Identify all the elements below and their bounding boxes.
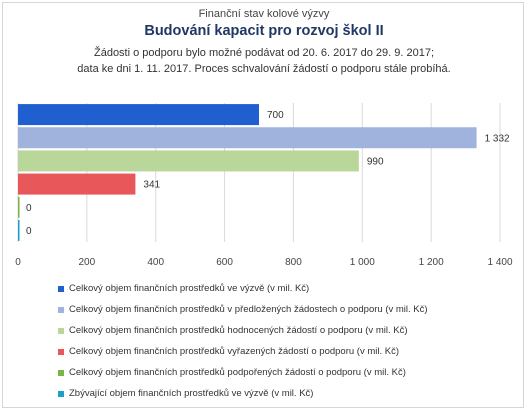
legend-label: Celkový objem finančních prostředků ve v… xyxy=(69,283,310,294)
legend-item: Zbývající objem finančních prostředků ve… xyxy=(58,383,518,404)
legend-item: Celkový objem finančních prostředků ve v… xyxy=(58,278,518,299)
legend-label: Celkový objem finančních prostředků v př… xyxy=(69,304,428,315)
data-label: 0 xyxy=(26,203,32,214)
legend-label: Celkový objem finančních prostředků vyřa… xyxy=(69,346,400,357)
x-tick-label: 1 200 xyxy=(419,257,444,268)
bar xyxy=(18,219,20,241)
legend-swatch xyxy=(58,369,64,376)
data-label: 1 332 xyxy=(485,133,510,144)
x-tick-label: 400 xyxy=(147,257,164,268)
chart-pretitle: Finanční stav kolové výzvy xyxy=(198,8,330,20)
x-tick-label: 1 000 xyxy=(350,257,375,268)
legend-item: Celkový objem finančních prostředků hodn… xyxy=(58,320,518,341)
chart-subtitle-line1: Žádosti o podporu bylo možné podávat od … xyxy=(93,47,435,59)
legend-item: Celkový objem finančních prostředků podp… xyxy=(58,362,518,383)
legend-swatch xyxy=(58,348,64,355)
data-label: 341 xyxy=(143,180,160,191)
x-tick-label: 600 xyxy=(216,257,233,268)
legend-swatch xyxy=(58,306,64,313)
chart-legend: Celkový objem finančních prostředků ve v… xyxy=(58,278,518,404)
legend-swatch xyxy=(58,390,64,397)
bar xyxy=(18,104,259,126)
legend-label: Zbývající objem finančních prostředků ve… xyxy=(69,388,314,399)
legend-swatch xyxy=(58,327,64,334)
data-label: 700 xyxy=(267,110,284,121)
chart-frame xyxy=(2,2,524,408)
chart-title: Budování kapacit pro rozvoj škol II xyxy=(144,23,384,39)
legend-item: Celkový objem finančních prostředků v př… xyxy=(58,299,518,320)
legend-swatch xyxy=(58,285,64,292)
data-label: 990 xyxy=(367,156,384,167)
bar xyxy=(18,127,477,149)
legend-label: Celkový objem finančních prostředků podp… xyxy=(69,367,406,378)
bar xyxy=(18,173,136,195)
x-tick-label: 0 xyxy=(15,257,21,268)
legend-item: Celkový objem finančních prostředků vyřa… xyxy=(58,341,518,362)
legend-label: Celkový objem finančních prostředků hodn… xyxy=(69,325,408,336)
x-tick-label: 800 xyxy=(285,257,302,268)
bar xyxy=(18,196,20,218)
x-tick-label: 1 400 xyxy=(487,257,512,268)
bar xyxy=(18,150,359,172)
chart-subtitle-line2: data ke dni 1. 11. 2017. Proces schvalov… xyxy=(77,63,451,75)
x-tick-label: 200 xyxy=(79,257,96,268)
data-label: 0 xyxy=(26,226,32,237)
